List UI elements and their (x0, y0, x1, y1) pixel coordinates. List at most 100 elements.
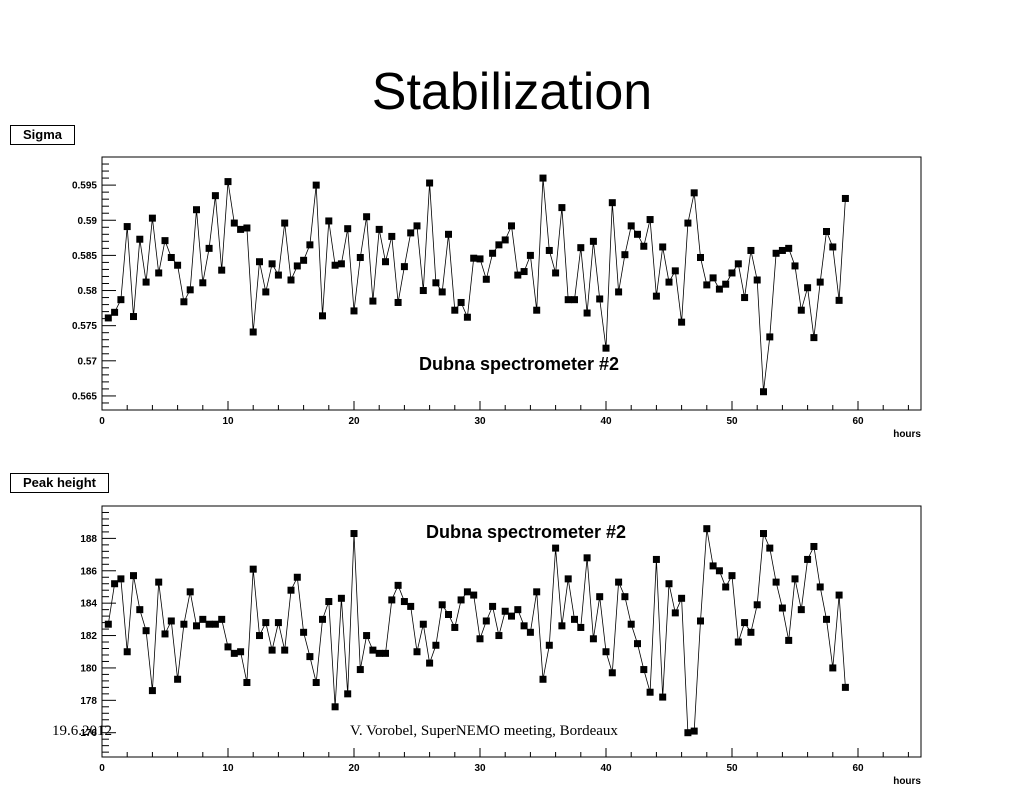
peak-height-data-point (142, 627, 150, 635)
slide-title: Stabilization (371, 63, 653, 121)
peak-height-data-point (445, 610, 452, 618)
peak-height-data-point (520, 622, 528, 630)
sigma-data-point (281, 219, 289, 227)
sigma-data-point (829, 243, 837, 251)
sigma-data-point (369, 297, 377, 305)
sigma-data-point (186, 286, 194, 294)
sigma-data-point (747, 246, 755, 254)
sigma-data-point (451, 306, 459, 314)
peak-height-x-tick-label: 60 (852, 763, 864, 774)
peak-height-data-point (791, 575, 799, 583)
sigma-data-point (564, 296, 572, 304)
sigma-data-point (634, 230, 641, 238)
sigma-data-point (161, 237, 169, 245)
peak-height-data-point (690, 727, 698, 735)
peak-height-data-point (564, 575, 572, 583)
peak-height-data-point (678, 594, 686, 602)
peak-height-x-tick-label: 20 (348, 763, 360, 774)
peak-height-data-point (211, 620, 219, 628)
sigma-y-tick-label: 0.575 (72, 321, 97, 332)
peak-height-data-point (684, 729, 692, 737)
sigma-data-point (640, 242, 648, 250)
sigma-data-point (709, 274, 717, 282)
sigma-data-point (306, 241, 314, 249)
peak-height-data-point (123, 648, 131, 656)
sigma-x-tick-label: 30 (474, 416, 486, 427)
sigma-data-point (571, 296, 578, 304)
peak-height-plot-frame (101, 505, 922, 758)
peak-height-data-point (130, 572, 137, 580)
peak-height-data-point (400, 598, 408, 606)
sigma-data-point (193, 206, 200, 214)
sigma-data-point (539, 174, 547, 182)
peak-height-data-point (419, 620, 427, 628)
peak-height-y-tick-label: 176 (80, 728, 97, 739)
sigma-data-point (382, 258, 389, 266)
peak-height-data-point (407, 602, 415, 610)
sigma-y-tick-label: 0.58 (78, 286, 98, 297)
sigma-y-tick-label: 0.59 (78, 216, 98, 227)
sigma-data-point (180, 298, 188, 306)
sigma-data-point (690, 189, 698, 197)
peak-height-data-point (161, 630, 169, 638)
peak-height-data-point (816, 583, 824, 591)
peak-height-data-point (243, 679, 251, 687)
peak-height-data-point (476, 635, 484, 643)
peak-height-data-point (457, 596, 465, 604)
sigma-data-point (211, 192, 219, 200)
peak-height-data-point (640, 666, 648, 674)
peak-height-data-point (571, 615, 578, 623)
sigma-data-point (287, 276, 295, 284)
peak-height-data-point (697, 617, 704, 625)
peak-height-data-point (652, 555, 660, 563)
peak-height-data-point (728, 572, 736, 580)
peak-height-data-point (470, 591, 478, 599)
peak-height-y-tick-label: 188 (80, 534, 97, 545)
peak-height-data-point (463, 588, 471, 596)
peak-height-x-tick-label: 40 (600, 763, 612, 774)
peak-height-data-point (237, 648, 245, 656)
sigma-data-point (508, 222, 515, 230)
sigma-data-point (545, 246, 553, 254)
peak-height-data-point (199, 615, 207, 623)
sigma-x-tick-label: 40 (600, 416, 612, 427)
sigma-data-point (797, 306, 805, 314)
sigma-data-point (766, 333, 774, 341)
peak-height-data-point (634, 640, 641, 648)
sigma-data-point (715, 285, 723, 293)
sigma-x-tick-label: 0 (99, 416, 105, 427)
sigma-x-tick-label: 50 (726, 416, 738, 427)
peak-height-data-point (583, 554, 591, 562)
peak-height-data-point (785, 636, 793, 644)
sigma-x-tick-label: 10 (222, 416, 234, 427)
peak-height-data-point (306, 653, 314, 661)
peak-height-data-point (602, 648, 610, 656)
peak-height-data-point (224, 643, 232, 651)
peak-height-data-point (589, 635, 597, 643)
sigma-data-point (778, 246, 786, 254)
peak-height-data-point (186, 588, 194, 596)
sigma-data-point (394, 298, 402, 306)
peak-height-data-point (319, 615, 326, 623)
sigma-data-point (772, 249, 780, 257)
peak-height-y-tick-label: 186 (80, 566, 97, 577)
peak-height-data-point (766, 544, 774, 552)
sigma-data-point (218, 266, 226, 274)
peak-height-x-axis-label: hours (893, 776, 921, 787)
sigma-data-point (482, 275, 490, 283)
peak-height-data-point (772, 578, 780, 586)
sigma-data-point (375, 225, 383, 233)
peak-height-data-point (665, 580, 673, 588)
peak-height-data-point (293, 573, 301, 581)
peak-height-data-point (495, 632, 503, 640)
sigma-data-point (432, 279, 440, 287)
sigma-data-point (652, 292, 660, 300)
sigma-data-point (237, 225, 245, 233)
peak-height-data-point (218, 615, 226, 623)
sigma-data-point (476, 255, 484, 263)
peak-height-data-point (287, 586, 295, 594)
sigma-data-point (760, 388, 767, 396)
sigma-data-point (596, 295, 604, 303)
peak-height-data-point (558, 622, 566, 630)
peak-height-data-point (703, 525, 711, 533)
